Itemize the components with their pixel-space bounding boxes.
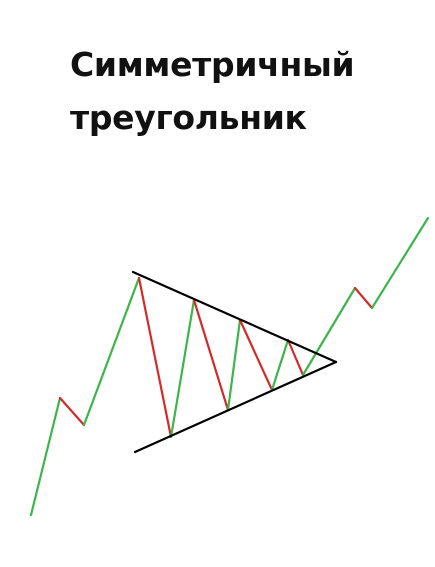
price-segment-up xyxy=(169,298,196,439)
title-line-2: треугольник xyxy=(70,98,307,137)
price-segment-down xyxy=(286,338,305,377)
title-line-1: Симметричный xyxy=(70,45,355,84)
price-segment-up xyxy=(82,276,141,427)
price-segment-up xyxy=(301,286,357,377)
price-path xyxy=(29,216,430,517)
price-segment-up xyxy=(270,338,290,392)
price-segment-down xyxy=(192,298,230,412)
price-segment-down xyxy=(353,286,374,310)
price-segment-down xyxy=(238,318,274,392)
price-segment-up xyxy=(29,396,62,517)
lower-trendline xyxy=(133,360,338,454)
upper-trendline xyxy=(131,270,338,364)
diagram-title: Симметричный треугольник xyxy=(70,38,355,144)
trendlines xyxy=(131,270,338,454)
price-segment-down xyxy=(58,396,86,427)
price-segment-down xyxy=(137,276,173,439)
price-segment-up xyxy=(226,318,242,412)
price-segment-up xyxy=(370,216,430,310)
